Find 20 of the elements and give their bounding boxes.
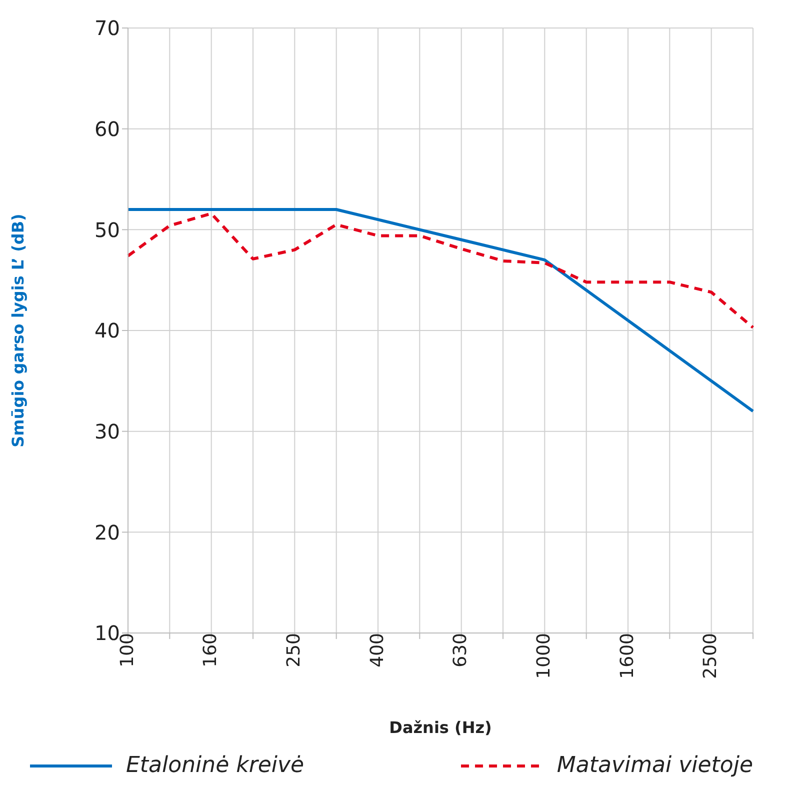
y-tick-label: 50 — [94, 218, 120, 242]
y-tick-label: 40 — [94, 318, 120, 343]
x-tick-label: 630 — [450, 633, 472, 668]
y-tick-label: 60 — [94, 116, 120, 141]
y-tick-label: 30 — [94, 419, 120, 444]
x-tick-label: 1600 — [616, 633, 638, 679]
y-tick-label: 20 — [94, 520, 120, 544]
x-tick-label: 160 — [200, 633, 222, 668]
x-tick-label: 400 — [366, 633, 388, 668]
x-tick-label: 2500 — [700, 633, 722, 679]
x-axis-title: Dažnis (Hz) — [389, 718, 492, 737]
line-series — [126, 208, 754, 413]
x-tick-label: 1000 — [533, 633, 554, 679]
x-tick-label: 250 — [283, 633, 304, 668]
line-series — [126, 212, 754, 329]
legend-label: Etaloninė kreivė — [126, 753, 304, 778]
y-tick-label: 70 — [94, 16, 120, 40]
legend-label: Matavimai vietoje — [556, 753, 753, 778]
y-axis-title: Smūgio garso lygis L’ (dB) — [8, 214, 28, 448]
y-tick-label: 10 — [94, 621, 120, 646]
